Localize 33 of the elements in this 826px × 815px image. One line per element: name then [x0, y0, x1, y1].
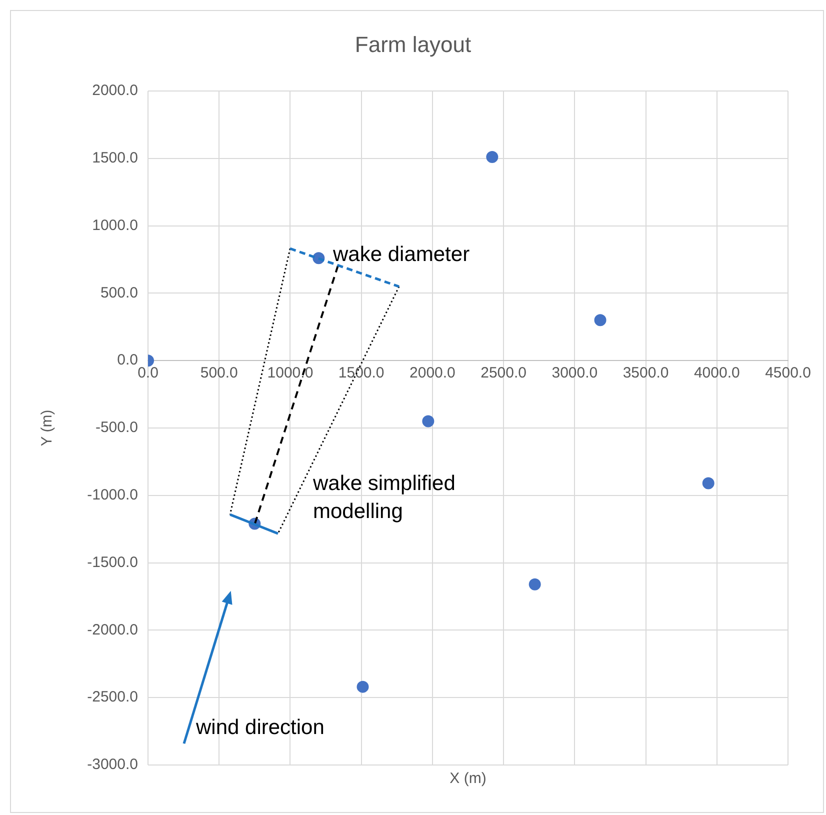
x-tick-label: 4500.0	[765, 364, 811, 382]
y-tick-label: -1500.0	[87, 554, 138, 571]
point	[486, 151, 498, 164]
x-axis-title: X (m)	[448, 770, 488, 787]
y-tick-label: 0.0	[117, 352, 138, 369]
y-tick-label: -2500.0	[87, 688, 138, 706]
y-tick-label: 500.0	[100, 284, 138, 302]
y-tick-label: -2000.0	[87, 621, 138, 638]
annotation: wind direction	[196, 715, 324, 741]
x-tick-label: 3000.0	[552, 364, 598, 382]
annotation: wake diameter	[333, 242, 470, 268]
point	[422, 415, 434, 428]
x-tick-label: 3500.0	[622, 364, 669, 382]
x-tick-label: 2000.0	[410, 364, 456, 382]
point	[594, 314, 606, 326]
point	[702, 477, 714, 490]
x-tick-label: 1000.0	[267, 364, 314, 382]
x-tick-label: 1500.0	[338, 364, 384, 382]
x-tick-label: 2500.0	[480, 364, 526, 382]
x-tick-label: 4000.0	[694, 364, 740, 382]
chart-title: Farm layout	[354, 32, 472, 58]
y-tick-label: 2000.0	[92, 82, 138, 100]
y-tick-label: 1000.0	[92, 216, 138, 234]
y-tick-label: -3000.0	[87, 756, 138, 774]
x-tick-label: 0.0	[138, 364, 158, 382]
y-tick-label: -500.0	[95, 419, 138, 436]
y-tick-label: 1500.0	[92, 150, 138, 167]
point	[356, 680, 369, 693]
y-axis-title: Y (m)	[38, 410, 56, 446]
x-tick-label: 500.0	[200, 364, 238, 382]
point	[528, 578, 541, 590]
y-tick-label: -1000.0	[87, 486, 138, 504]
annotation: wake simplified modelling	[313, 471, 456, 525]
